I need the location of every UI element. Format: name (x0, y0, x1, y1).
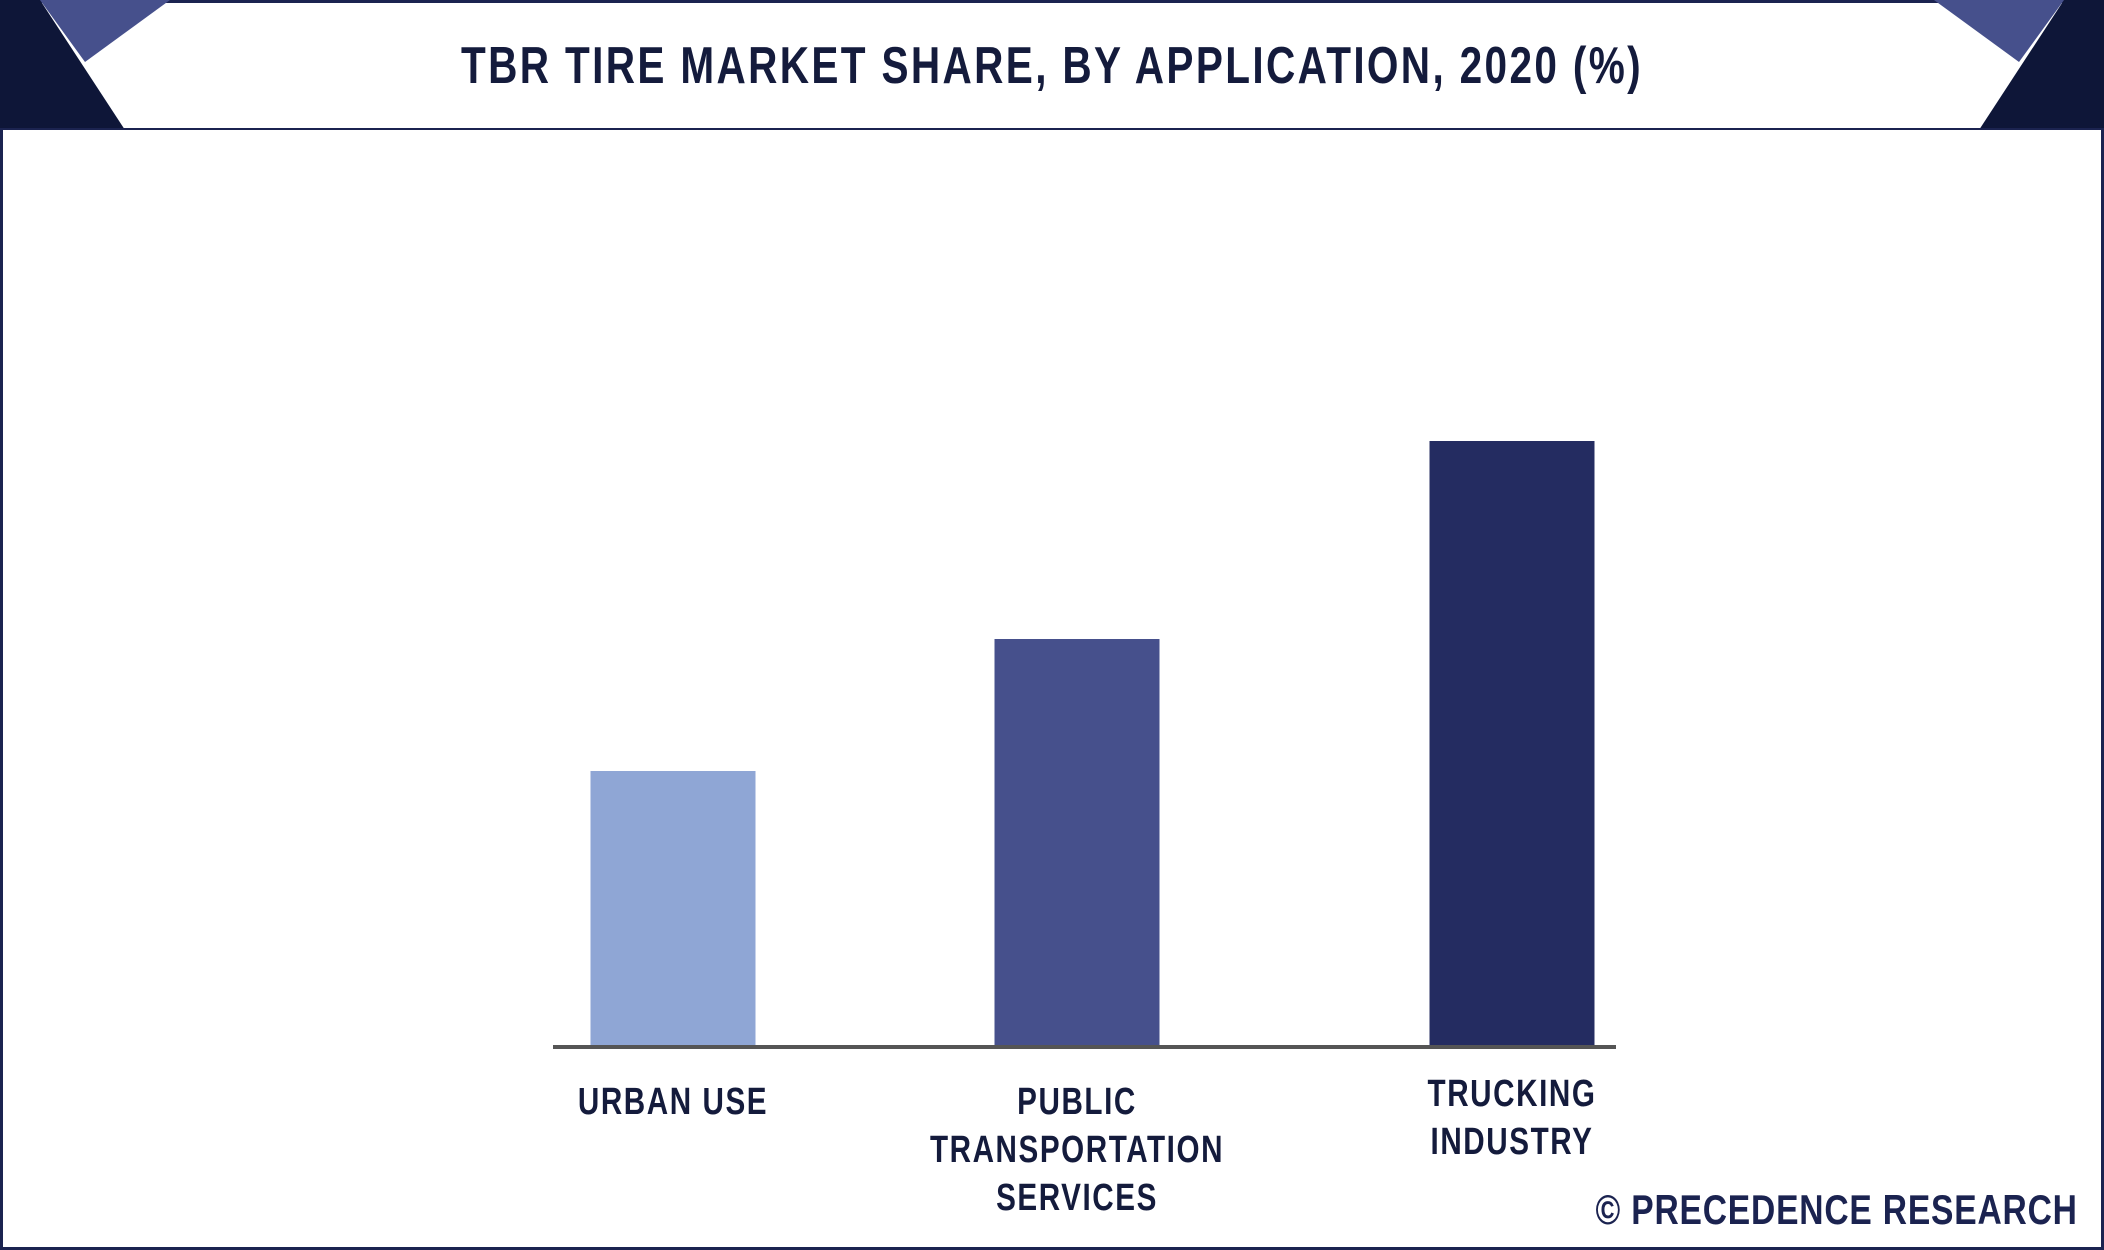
header-corner-right-accent (1934, 0, 2064, 62)
bar-public-transportation-services (994, 639, 1160, 1047)
category-label-public-transportation-services: PUBLIC TRANSPORTATION SERVICES (929, 1081, 1225, 1219)
header-corner-left-accent (40, 0, 170, 62)
header-corner-left-dark (0, 0, 125, 130)
bar-trucking-industry (1429, 441, 1595, 1047)
category-label-urban-use: URBAN USE (577, 1081, 769, 1123)
header-corner-right-dark (1979, 0, 2104, 130)
bar-urban-use (590, 771, 756, 1047)
category-label-trucking-industry: TRUCKING INDUSTRY (1427, 1073, 1597, 1163)
chart-title: TBR TIRE MARKET SHARE, BY APPLICATION, 2… (461, 37, 1643, 95)
header-band (0, 0, 2104, 130)
source-credit: © PRECEDENCE RESEARCH (1595, 1186, 2078, 1233)
